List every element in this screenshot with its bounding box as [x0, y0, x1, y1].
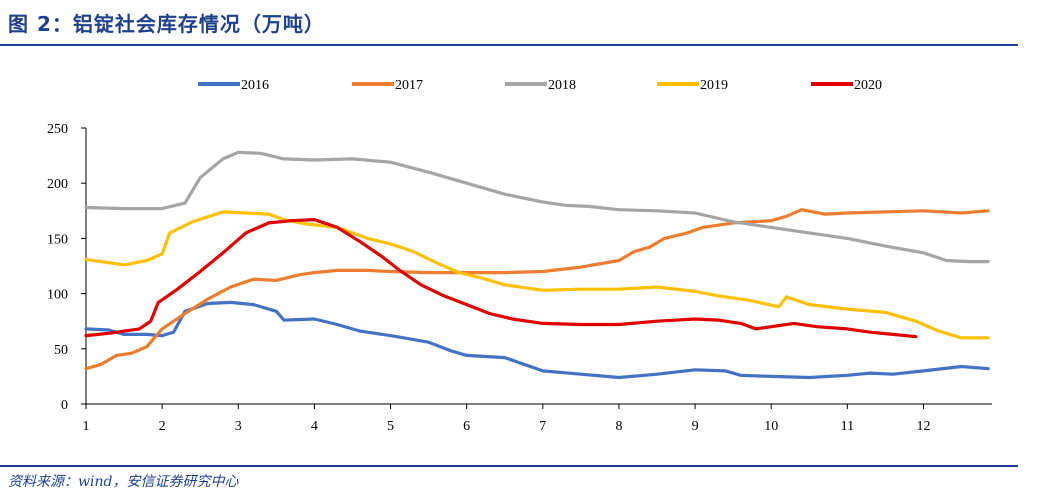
x-tick-label: 3 [235, 419, 242, 434]
series-line-2017 [84, 208, 990, 371]
x-tick-label: 6 [463, 419, 470, 434]
source-note: 资料来源：wind，安信证券研究中心 [8, 474, 239, 490]
x-tick-label: 1 [83, 419, 90, 434]
x-tick-label: 11 [841, 419, 854, 434]
series-line-2020 [84, 218, 918, 339]
y-tick-label: 50 [54, 343, 68, 358]
y-tick-label: 100 [47, 288, 68, 303]
x-axis: 1 2 3 4 5 6 7 8 9 10 11 12 [83, 403, 992, 434]
x-tick-label: 4 [311, 419, 318, 434]
legend-label-2019: 2019 [700, 78, 728, 93]
x-tick-label: 5 [387, 419, 394, 434]
x-tick-label: 9 [692, 419, 699, 434]
footer-divider [0, 465, 1018, 467]
x-tick-label: 10 [764, 419, 778, 434]
series-line-2016 [84, 300, 990, 380]
x-tick-label: 12 [916, 419, 930, 434]
series-line-2019 [84, 210, 990, 340]
x-tick-label: 8 [615, 419, 622, 434]
figure-title: 图 2：铝锭社会库存情况（万吨） [8, 12, 325, 36]
y-tick-label: 200 [47, 177, 68, 192]
legend-label-2018: 2018 [548, 78, 576, 93]
y-tick-label: 0 [61, 398, 68, 413]
legend-label-2016: 2016 [241, 78, 269, 93]
title-divider [0, 44, 1018, 46]
legend-label-2017: 2017 [395, 78, 423, 93]
y-tick-label: 150 [47, 232, 68, 247]
series-layer [84, 150, 990, 380]
legend-label-2020: 2020 [854, 78, 882, 93]
series-line-2018 [84, 150, 990, 264]
x-tick-label: 7 [539, 419, 546, 434]
chart-legend: 2016 2017 2018 2019 2020 [198, 78, 882, 93]
y-tick-label: 250 [47, 122, 68, 137]
x-tick-label: 2 [159, 419, 166, 434]
y-axis: 0 50 100 150 200 250 [47, 122, 87, 413]
